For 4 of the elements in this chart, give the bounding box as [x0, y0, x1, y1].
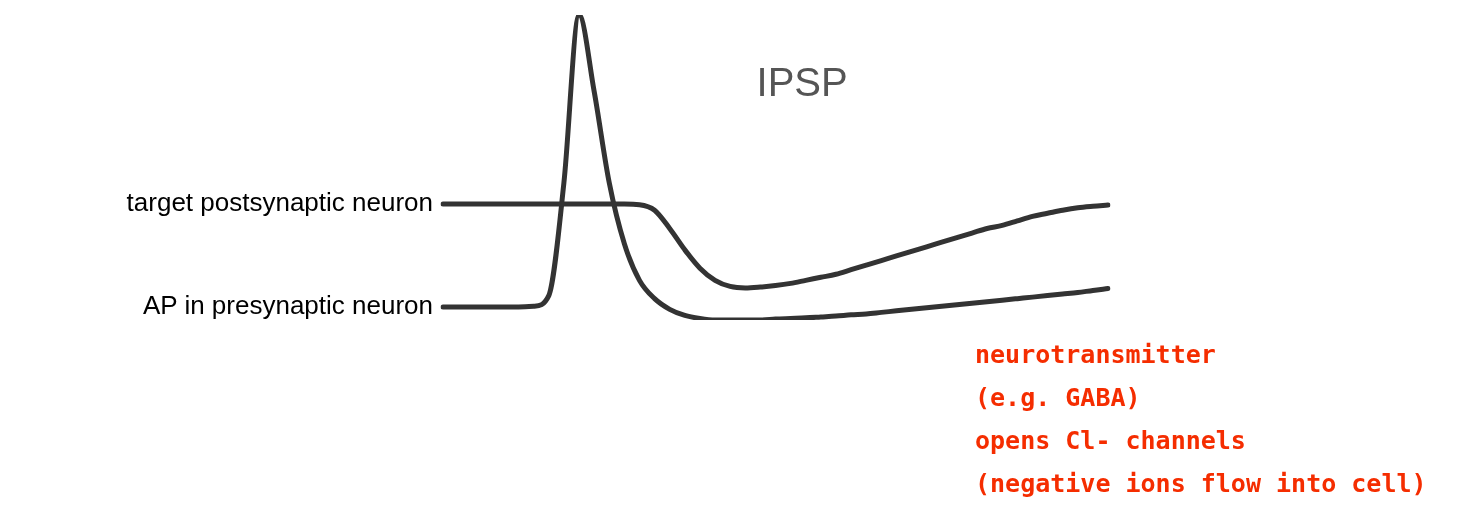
series-label: AP in presynaptic neuron [142, 290, 433, 321]
series-label: target postsynaptic neuron [126, 187, 433, 218]
text: neurotransmitter (e.g. GABA) opens Cl- channels (negative ions flow into cell) [975, 339, 1427, 498]
text: IPSP [756, 60, 848, 105]
